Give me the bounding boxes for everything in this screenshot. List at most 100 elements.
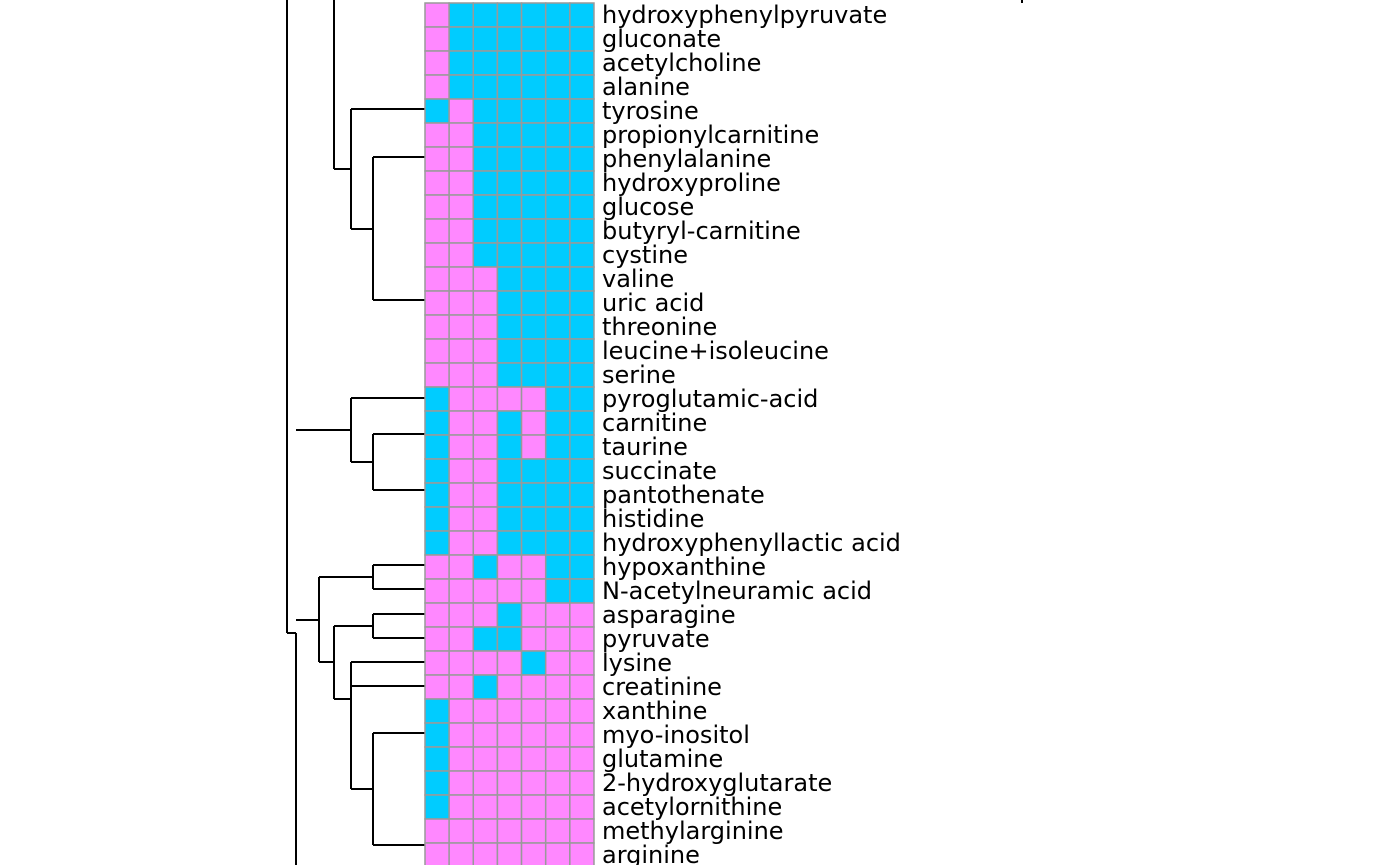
heatmap-cell	[520, 626, 547, 652]
heatmap-cell	[424, 314, 450, 340]
heatmap-cell	[448, 410, 475, 436]
row-label: glucose	[602, 193, 694, 221]
heatmap-cell	[520, 386, 547, 412]
heatmap-cell	[472, 674, 499, 700]
heatmap-cell	[448, 266, 475, 292]
heatmap-cell	[472, 170, 499, 196]
heatmap-cell	[544, 122, 571, 148]
heatmap-cell	[424, 698, 450, 724]
row-label: asparagine	[602, 601, 736, 629]
row-label: xanthine	[602, 697, 707, 725]
heatmap-cell	[424, 266, 450, 292]
heatmap-cell	[569, 266, 595, 292]
heatmap-cell	[472, 506, 499, 532]
heatmap-cell	[569, 458, 595, 484]
heatmap-cell	[424, 50, 450, 76]
heatmap-cell	[496, 458, 523, 484]
heatmap-cell	[569, 674, 595, 700]
heatmap-cell	[520, 698, 547, 724]
heatmap-cell	[569, 98, 595, 124]
heatmap-cell	[569, 530, 595, 556]
heatmap-cell	[569, 410, 595, 436]
heatmap-cell	[520, 602, 547, 628]
heatmap-cell	[448, 818, 475, 844]
heatmap-cell	[496, 362, 523, 388]
heatmap-cell	[569, 122, 595, 148]
heatmap-cell	[472, 26, 499, 52]
heatmap-cell	[520, 50, 547, 76]
heatmap-cell	[424, 170, 450, 196]
heatmap-cell	[424, 386, 450, 412]
heatmap-cell	[520, 506, 547, 532]
heatmap-cell	[448, 434, 475, 460]
heatmap-cell	[472, 290, 499, 316]
heatmap-cell	[448, 578, 475, 604]
heatmap-cell	[472, 458, 499, 484]
heatmap-cell	[472, 266, 499, 292]
heatmap-cell	[472, 410, 499, 436]
heatmap-cell	[569, 554, 595, 580]
heatmap-cell	[520, 650, 547, 676]
heatmap-cell	[472, 74, 499, 100]
heatmap-cell	[544, 650, 571, 676]
row-label: alanine	[602, 73, 690, 101]
heatmap-cell	[472, 650, 499, 676]
row-label: acetylornithine	[602, 793, 782, 821]
heatmap-cell	[496, 626, 523, 652]
heatmap-cell	[448, 362, 475, 388]
heatmap-cell	[569, 338, 595, 364]
heatmap-cell	[472, 50, 499, 76]
heatmap-cell	[520, 722, 547, 748]
heatmap-cell	[472, 602, 499, 628]
heatmap-cell	[448, 50, 475, 76]
heatmap-cell	[544, 506, 571, 532]
heatmap-cell	[544, 602, 571, 628]
heatmap-cell	[448, 650, 475, 676]
heatmap-cell	[544, 530, 571, 556]
heatmap-cell	[520, 338, 547, 364]
heatmap-cell	[448, 674, 475, 700]
heatmap-cell	[520, 122, 547, 148]
row-label: serine	[602, 361, 676, 389]
heatmap-cell	[424, 362, 450, 388]
row-label: uric acid	[602, 289, 704, 317]
heatmap-cell	[569, 482, 595, 508]
heatmap-cell	[424, 434, 450, 460]
heatmap-cell	[569, 50, 595, 76]
heatmap-cell	[472, 338, 499, 364]
heatmap-cell	[496, 434, 523, 460]
row-label: leucine+isoleucine	[602, 337, 829, 365]
row-label: gluconate	[602, 25, 721, 53]
heatmap-cell	[448, 338, 475, 364]
heatmap-cell	[569, 746, 595, 772]
heatmap-cell	[520, 794, 547, 820]
heatmap-cell	[496, 482, 523, 508]
heatmap-cell	[520, 410, 547, 436]
heatmap-cell	[520, 314, 547, 340]
heatmap-cell	[569, 602, 595, 628]
heatmap-cell	[472, 626, 499, 652]
heatmap-cell	[520, 554, 547, 580]
row-label: succinate	[602, 457, 717, 485]
heatmap-cell	[496, 50, 523, 76]
heatmap-cell	[544, 50, 571, 76]
heatmap-cell	[569, 698, 595, 724]
heatmap-cell	[496, 26, 523, 52]
heatmap-cell	[520, 434, 547, 460]
row-label: butyryl-carnitine	[602, 217, 801, 245]
heatmap-cell	[496, 674, 523, 700]
heatmap-cell	[569, 434, 595, 460]
heatmap-cell	[424, 410, 450, 436]
heatmap-cell	[448, 218, 475, 244]
heatmap-cell	[496, 146, 523, 172]
heatmap-cell	[448, 602, 475, 628]
heatmap-cell	[544, 626, 571, 652]
heatmap-cell	[544, 290, 571, 316]
heatmap-cell	[424, 122, 450, 148]
heatmap-cell	[544, 386, 571, 412]
heatmap-cell	[496, 122, 523, 148]
heatmap-cell	[472, 746, 499, 772]
heatmap-cell	[496, 386, 523, 412]
heatmap-cell	[472, 362, 499, 388]
heatmap-cell	[520, 218, 547, 244]
